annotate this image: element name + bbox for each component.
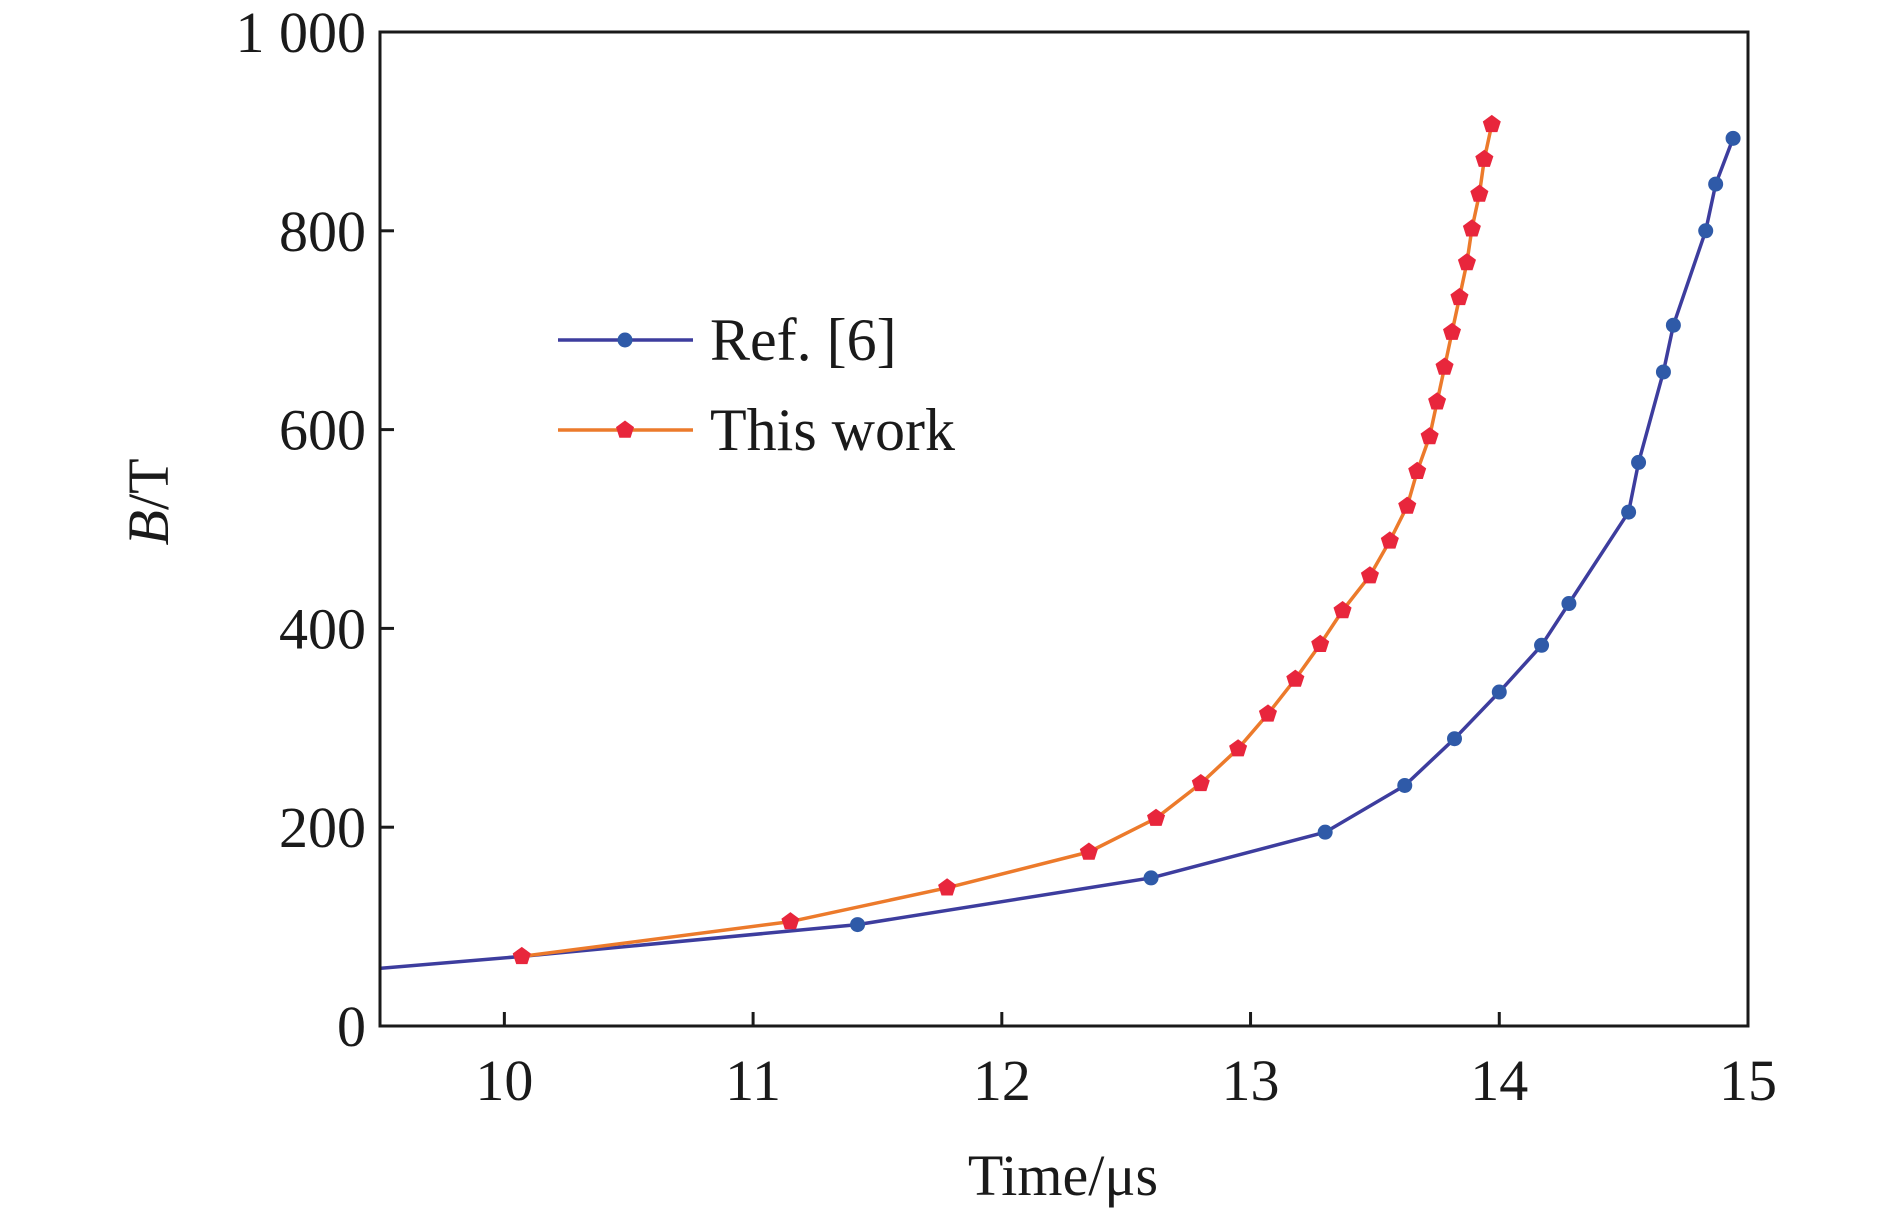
- data-point: [1475, 149, 1494, 167]
- data-point: [1435, 357, 1454, 375]
- data-point: [1360, 566, 1379, 584]
- y-tick-label: 200: [279, 795, 366, 860]
- data-point: [781, 912, 800, 930]
- data-point: [1398, 496, 1417, 514]
- x-tick-label: 11: [725, 1048, 781, 1113]
- data-point: [938, 878, 957, 896]
- data-point: [1447, 731, 1463, 747]
- y-tick-label: 400: [279, 596, 366, 661]
- series-this-work: [512, 114, 1501, 965]
- data-point: [1397, 777, 1413, 793]
- data-point: [1428, 392, 1447, 410]
- data-point: [1450, 287, 1469, 306]
- legend: Ref. [6] This work: [558, 307, 955, 463]
- data-point: [1665, 317, 1681, 333]
- y-tick-label: 800: [279, 199, 366, 264]
- y-axis: 0 200 400 600 800 1 000: [236, 0, 394, 1059]
- x-tick-label: 10: [475, 1048, 533, 1113]
- legend-item: This work: [558, 397, 955, 463]
- data-point: [1191, 774, 1210, 792]
- data-point: [850, 917, 866, 933]
- data-point: [1229, 739, 1248, 757]
- data-point: [1457, 253, 1476, 271]
- y-tick-label: 600: [279, 398, 366, 463]
- data-point: [1420, 427, 1439, 445]
- legend-label: This work: [710, 397, 955, 463]
- series-line: [521, 124, 1494, 959]
- data-point: [1311, 634, 1330, 652]
- data-point: [512, 946, 531, 965]
- data-point: [1491, 684, 1507, 700]
- x-tick-label: 14: [1470, 1048, 1528, 1113]
- data-point: [1708, 176, 1724, 192]
- y-tick-label: 1 000: [236, 0, 367, 65]
- data-point: [1631, 454, 1647, 470]
- data-point: [1621, 504, 1637, 520]
- data-point: [1470, 184, 1489, 202]
- data-point: [1380, 531, 1399, 549]
- x-tick-label: 15: [1719, 1048, 1777, 1113]
- x-tick-label: 12: [973, 1048, 1031, 1113]
- data-point: [1286, 669, 1305, 687]
- data-point: [1725, 130, 1741, 146]
- data-point: [1443, 322, 1461, 340]
- data-point: [1462, 219, 1481, 237]
- series-ref-6: [379, 130, 1741, 971]
- data-point: [1317, 824, 1333, 840]
- x-axis-title: Time/μs: [968, 1143, 1158, 1208]
- data-point: [1655, 364, 1671, 380]
- data-point: [1147, 808, 1166, 826]
- data-point: [1698, 223, 1714, 239]
- series-layer: [379, 114, 1741, 971]
- data-point: [1561, 596, 1577, 612]
- y-axis-unit: /T: [116, 459, 181, 511]
- data-point: [1408, 461, 1427, 479]
- legend-item: Ref. [6]: [558, 307, 897, 373]
- data-point: [1143, 870, 1159, 886]
- plot-frame: [378, 30, 1750, 1028]
- x-axis: 10 11 12 13 14 15: [475, 1012, 1777, 1113]
- data-point: [1482, 114, 1501, 133]
- y-axis-variable: B: [116, 510, 181, 545]
- data-point: [1079, 842, 1098, 860]
- y-tick-label: 0: [337, 994, 366, 1059]
- data-point: [1534, 637, 1550, 653]
- data-point: [1258, 704, 1277, 722]
- legend-marker: [616, 420, 634, 438]
- legend-marker: [617, 332, 633, 348]
- x-tick-label: 13: [1222, 1048, 1280, 1113]
- legend-label: Ref. [6]: [710, 307, 897, 373]
- series-line: [379, 137, 1735, 971]
- data-point: [1333, 601, 1352, 619]
- y-axis-title: B/T: [116, 459, 181, 546]
